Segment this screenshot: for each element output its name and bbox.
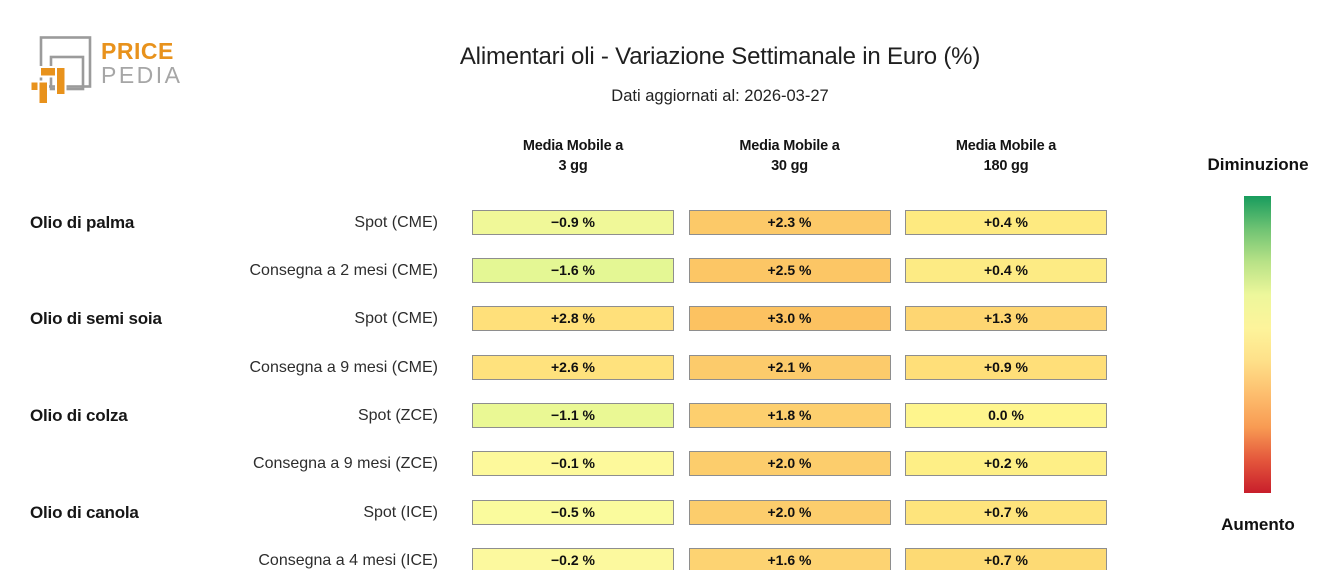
- chart-subtitle: Dati aggiornati al: 2026-03-27: [611, 87, 829, 105]
- heatmap-cell: +0.4 %: [905, 209, 1107, 235]
- heatmap-cell: +2.6 %: [472, 354, 674, 380]
- heatmap-cell: +1.3 %: [905, 306, 1107, 332]
- column-header-line2: 180 gg: [983, 158, 1029, 174]
- heatmap-cell: −1.6 %: [472, 258, 674, 284]
- row-label: Consegna a 2 mesi (CME): [249, 262, 438, 280]
- row-label: Consegna a 4 mesi (ICE): [258, 552, 438, 570]
- logo-price-text: PRICE: [101, 38, 174, 64]
- column-header-line1: Media Mobile a: [955, 138, 1057, 154]
- row-label: Consegna a 9 mesi (CME): [249, 358, 438, 376]
- heatmap-row: Consegna a 9 mesi (CME) +2.6 % +2.1 % +0.9 …: [0, 354, 1320, 380]
- heatmap-cell: −0.5 %: [472, 499, 674, 525]
- column-header-3: Media Mobile a 180 gg: [905, 136, 1107, 176]
- column-header-line2: 30 gg: [771, 158, 808, 174]
- legend-colorbar: [1244, 196, 1271, 493]
- heatmap-cell: −0.9 %: [472, 209, 674, 235]
- row-label: Spot (ICE): [363, 503, 438, 521]
- column-header-1: Media Mobile a 3 gg: [472, 136, 674, 176]
- group-label: Olio di palma: [30, 212, 135, 232]
- heatmap-cell: +0.7 %: [905, 548, 1107, 570]
- heatmap-cell: 0.0 %: [905, 403, 1107, 429]
- heatmap-cell: −1.1 %: [472, 403, 674, 429]
- pricepedia-logo-text: PRICE PEDIA: [101, 40, 183, 87]
- column-header-line1: Media Mobile a: [739, 138, 840, 154]
- heatmap-row: Olio di palma Spot (CME) −0.9 % +2.3 % +0.4 …: [0, 209, 1320, 235]
- heatmap-row: Consegna a 9 mesi (ZCE) −0.1 % +2.0 % +0.2 …: [0, 451, 1320, 477]
- heatmap-row: Olio di semi soia Spot (CME) +2.8 % +3.0 % +…: [0, 306, 1320, 332]
- legend-decrease-label: Diminuzione: [1207, 155, 1309, 174]
- heatmap-cell: +0.2 %: [905, 451, 1107, 477]
- row-label: Spot (CME): [354, 213, 438, 231]
- logo-pedia-text: PEDIA: [101, 62, 183, 88]
- legend-increase-label: Aumento: [1221, 515, 1295, 534]
- heatmap-cell: +0.9 %: [905, 354, 1107, 380]
- heatmap-row: Olio di canola Spot (ICE) −0.5 % +2.0 % +0.7…: [0, 499, 1320, 525]
- heatmap-cell: +0.7 %: [905, 499, 1107, 525]
- heatmap-row: Olio di colza Spot (ZCE) −1.1 % +1.8 % 0.0 %: [0, 403, 1320, 429]
- heatmap-cell: +2.8 %: [472, 306, 674, 332]
- row-label: Spot (CME): [354, 310, 438, 328]
- group-label: Olio di semi soia: [30, 309, 162, 329]
- column-header-line2: 3 gg: [558, 158, 588, 174]
- pricepedia-logo: PRICE PEDIA: [30, 36, 183, 104]
- heatmap-row: Consegna a 4 mesi (ICE) −0.2 % +1.6 % +0.7 …: [0, 548, 1320, 570]
- heatmap-cell: +2.0 %: [688, 499, 891, 525]
- row-label: Consegna a 9 mesi (ZCE): [253, 455, 438, 473]
- group-label: Olio di canola: [30, 502, 139, 522]
- chart-title: Alimentari oli - Variazione Settimanale …: [459, 43, 981, 70]
- heatmap-cell: +2.5 %: [688, 258, 891, 284]
- group-label: Olio di colza: [30, 406, 128, 426]
- heatmap-cell: −0.2 %: [472, 548, 674, 570]
- row-label: Spot (ZCE): [357, 407, 438, 425]
- heatmap-row: Consegna a 2 mesi (CME) −1.6 % +2.5 % +0.4 …: [0, 258, 1320, 284]
- heatmap-cell: +1.6 %: [688, 548, 891, 570]
- heatmap-cell: +3.0 %: [688, 306, 891, 332]
- heatmap-cell: −0.1 %: [472, 451, 674, 477]
- pricepedia-logo-icon: [30, 36, 92, 104]
- heatmap-cell: +2.0 %: [688, 451, 891, 477]
- column-header-line1: Media Mobile a: [522, 138, 624, 154]
- heatmap-cell: +1.8 %: [688, 403, 891, 429]
- heatmap-cell: +2.3 %: [688, 209, 891, 235]
- heatmap-cell: +2.1 %: [688, 354, 891, 380]
- heatmap-cell: +0.4 %: [905, 258, 1107, 284]
- column-header-2: Media Mobile a 30 gg: [689, 136, 891, 176]
